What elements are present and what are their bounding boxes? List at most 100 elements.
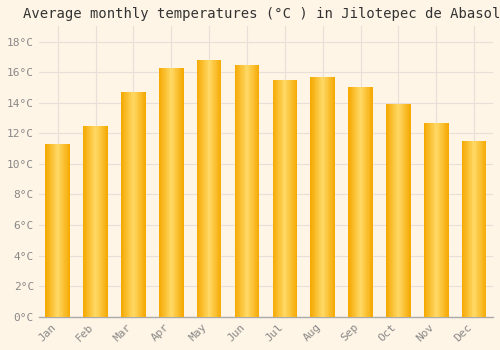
Bar — [409, 104, 410, 317]
Bar — [255, 64, 256, 317]
Bar — [286, 80, 288, 317]
Bar — [92, 126, 93, 317]
Bar — [443, 122, 444, 317]
Bar — [364, 88, 366, 317]
Bar — [288, 80, 289, 317]
Bar — [441, 122, 442, 317]
Bar — [395, 104, 396, 317]
Bar — [46, 144, 47, 317]
Bar — [65, 144, 66, 317]
Bar — [145, 92, 146, 317]
Title: Average monthly temperatures (°C ) in Jilotepec de Abasolo: Average monthly temperatures (°C ) in Ji… — [23, 7, 500, 21]
Bar — [202, 60, 203, 317]
Bar — [468, 141, 469, 317]
Bar — [127, 92, 128, 317]
Bar — [366, 88, 367, 317]
Bar — [313, 77, 314, 317]
Bar — [128, 92, 130, 317]
Bar — [86, 126, 88, 317]
Bar — [216, 60, 218, 317]
Bar — [310, 77, 311, 317]
Bar — [444, 122, 446, 317]
Bar — [239, 64, 240, 317]
Bar — [369, 88, 370, 317]
Bar — [399, 104, 400, 317]
Bar — [125, 92, 126, 317]
Bar — [234, 64, 236, 317]
Bar — [433, 122, 434, 317]
Bar — [476, 141, 478, 317]
Bar — [248, 64, 250, 317]
Bar — [242, 64, 243, 317]
Bar — [360, 88, 362, 317]
Bar — [388, 104, 390, 317]
Bar — [94, 126, 95, 317]
Bar — [104, 126, 106, 317]
Bar — [247, 64, 248, 317]
Bar — [180, 68, 181, 317]
Bar — [316, 77, 317, 317]
Bar — [214, 60, 215, 317]
Bar — [472, 141, 474, 317]
Bar — [372, 88, 373, 317]
Bar — [205, 60, 206, 317]
Bar — [479, 141, 480, 317]
Bar — [331, 77, 332, 317]
Bar — [212, 60, 214, 317]
Bar — [401, 104, 402, 317]
Bar — [219, 60, 220, 317]
Bar — [130, 92, 131, 317]
Bar — [200, 60, 201, 317]
Bar — [61, 144, 62, 317]
Bar — [370, 88, 371, 317]
Bar — [425, 122, 426, 317]
Bar — [475, 141, 476, 317]
Bar — [107, 126, 108, 317]
Bar — [67, 144, 68, 317]
Bar — [177, 68, 178, 317]
Bar — [62, 144, 64, 317]
Bar — [60, 144, 61, 317]
Bar — [176, 68, 177, 317]
Bar — [173, 68, 174, 317]
Bar — [396, 104, 397, 317]
Bar — [285, 80, 286, 317]
Bar — [482, 141, 483, 317]
Bar — [391, 104, 392, 317]
Bar — [141, 92, 142, 317]
Bar — [167, 68, 168, 317]
Bar — [252, 64, 254, 317]
Bar — [254, 64, 255, 317]
Bar — [447, 122, 448, 317]
Bar — [296, 80, 297, 317]
Bar — [328, 77, 330, 317]
Bar — [469, 141, 470, 317]
Bar — [131, 92, 132, 317]
Bar — [100, 126, 102, 317]
Bar — [434, 122, 436, 317]
Bar — [320, 77, 321, 317]
Bar — [236, 64, 237, 317]
Bar — [294, 80, 296, 317]
Bar — [274, 80, 275, 317]
Bar — [359, 88, 360, 317]
Bar — [356, 88, 358, 317]
Bar — [424, 122, 425, 317]
Bar — [349, 88, 350, 317]
Bar — [430, 122, 432, 317]
Bar — [293, 80, 294, 317]
Bar — [182, 68, 183, 317]
Bar — [363, 88, 364, 317]
Bar — [84, 126, 85, 317]
Bar — [326, 77, 327, 317]
Bar — [51, 144, 52, 317]
Bar — [436, 122, 437, 317]
Bar — [102, 126, 103, 317]
Bar — [250, 64, 251, 317]
Bar — [126, 92, 127, 317]
Bar — [350, 88, 352, 317]
Bar — [334, 77, 335, 317]
Bar — [256, 64, 257, 317]
Bar — [95, 126, 96, 317]
Bar — [280, 80, 281, 317]
